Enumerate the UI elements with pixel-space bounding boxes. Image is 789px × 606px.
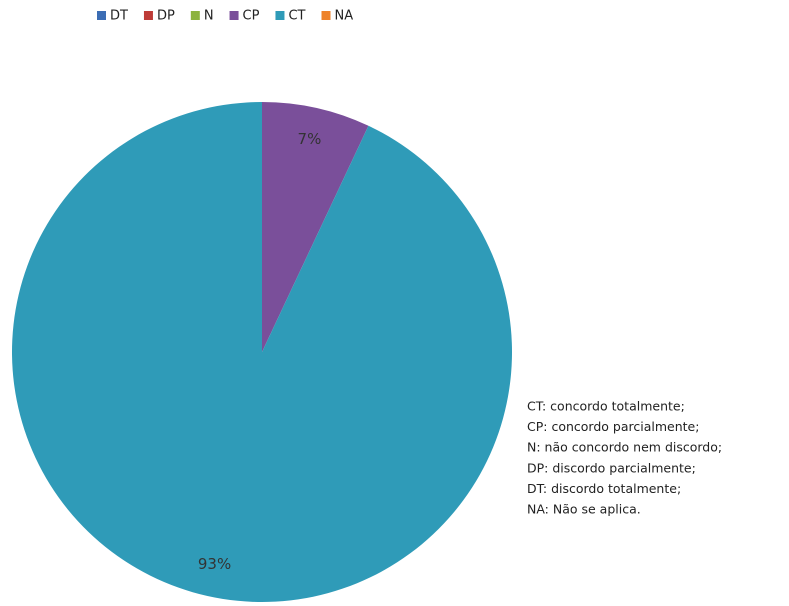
legend-swatch xyxy=(275,11,285,20)
legend-swatch xyxy=(190,11,200,20)
data-label: 93% xyxy=(198,555,231,573)
legend-swatch xyxy=(97,11,106,20)
annotation-line: N: não concordo nem discordo; xyxy=(527,440,722,455)
legend-label: DP xyxy=(157,9,175,24)
annotation-line: NA: Não se aplica. xyxy=(527,502,641,517)
legend-swatch xyxy=(143,11,153,20)
legend-label: CT xyxy=(288,9,305,24)
legend-swatch xyxy=(229,11,239,20)
annotation-line: CP: concordo parcialmente; xyxy=(527,419,699,434)
legend-label: CP xyxy=(243,9,260,24)
legend-label: NA xyxy=(335,9,354,24)
pie-slice xyxy=(11,102,513,603)
data-label: 7% xyxy=(298,130,322,148)
annotation-line: DT: discordo totalmente; xyxy=(527,481,681,496)
annotation-line: DP: discordo parcialmente; xyxy=(527,460,696,475)
legend-swatch xyxy=(321,11,331,20)
legend-label: DT xyxy=(110,9,128,24)
legend-label: N xyxy=(204,9,214,24)
pie-slice xyxy=(262,102,369,352)
annotation-line: CT: concordo totalmente; xyxy=(527,399,685,414)
